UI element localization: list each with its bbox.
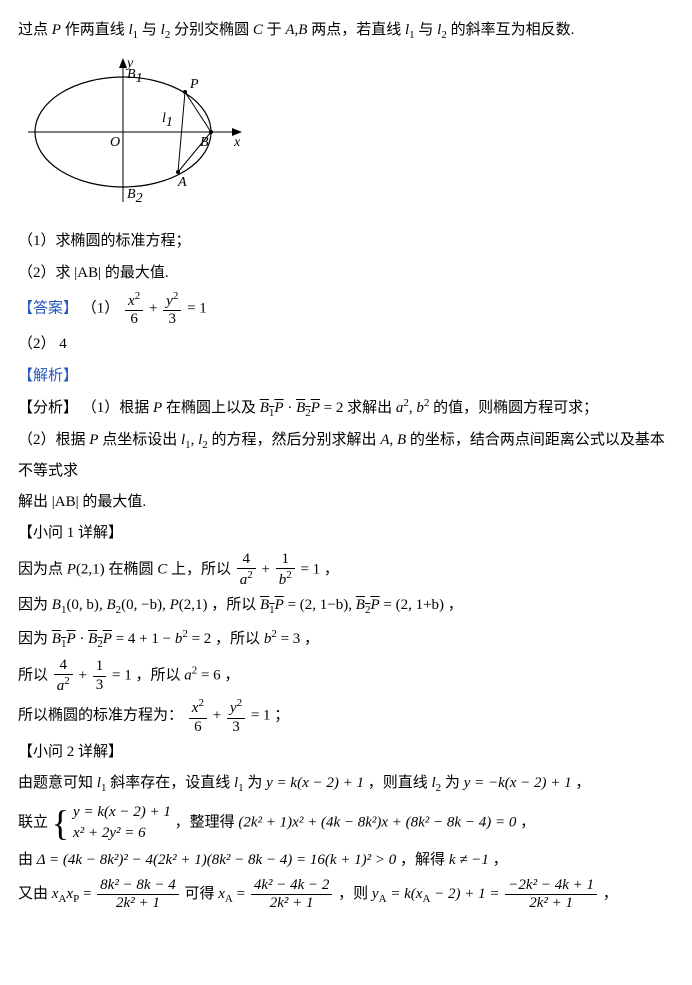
svg-text:A: A <box>177 175 187 190</box>
svg-text:P: P <box>189 77 199 92</box>
svg-text:l1: l1 <box>162 111 173 130</box>
svg-text:x: x <box>233 135 241 150</box>
t7: 的斜率互为相反数. <box>451 22 575 38</box>
t2: 与 <box>142 22 161 38</box>
answer-line-2: （2） 4 <box>18 330 674 359</box>
s1l4: 所以 4a2 + 13 = 1 ，所以 a2 = 6 ， <box>18 657 674 696</box>
sym-c: C <box>253 22 263 38</box>
t-prefix: 过点 <box>18 22 52 38</box>
t4: 于 <box>267 22 286 38</box>
s2l2: 联立 { y = k(x − 2) + 1 x² + 2y² = 6 ，整理得 … <box>18 802 674 844</box>
s1l3: 因为 B1P · B2P = 4 + 1 − b2 = 2 ，所以 b2 = 3… <box>18 624 674 655</box>
analysis-2b: 解出 |AB| 的最大值. <box>18 488 674 517</box>
ellipse-diagram: y x O B1 B2 P A B l1 <box>28 52 248 217</box>
l2: l2 <box>161 22 171 38</box>
q2: （2）求 |AB| 的最大值. <box>18 259 674 288</box>
svg-text:B: B <box>200 135 209 150</box>
s1l2: 因为 B1(0, b), B2(0, −b), P(2,1) ，所以 B1P =… <box>18 591 674 621</box>
s2l3: 由 Δ = (4k − 8k²)² − 4(2k² + 1)(8k² − 8k … <box>18 846 674 875</box>
intro-line: 过点 P 作两直线 l1 与 l2 分别交椭圆 C 于 A,B 两点，若直线 l… <box>18 16 674 46</box>
svg-text:B2: B2 <box>127 187 143 206</box>
answer-label: 【答案】 <box>18 301 78 317</box>
jiexi-label: 【解析】 <box>18 362 674 391</box>
sym-p: P <box>52 22 61 38</box>
analysis-label: 【分析】 <box>18 400 78 416</box>
l1: l1 <box>128 22 138 38</box>
sub1-header: 【小问 1 详解】 <box>18 519 674 548</box>
t1: 作两直线 <box>65 22 129 38</box>
t6: 与 <box>418 22 437 38</box>
sym-a: A <box>285 22 294 38</box>
answer-line-1: 【答案】 （1） x26 + y23 = 1 <box>18 290 674 329</box>
t5: 两点，若直线 <box>311 22 405 38</box>
analysis-1: 【分析】 （1）根据 P 在椭圆上以及 B1P · B2P = 2 求解出 a2… <box>18 393 674 424</box>
s2l4: 又由 xAxP = 8k² − 8k − 42k² + 1 可得 xA = 4k… <box>18 877 674 913</box>
q1: （1）求椭圆的标准方程； <box>18 227 674 256</box>
sym-b: B <box>298 22 307 38</box>
analysis-2a: （2）根据 P 点坐标设出 l1, l2 的方程，然后分别求解出 A, B 的坐… <box>18 426 674 486</box>
s1l1: 因为点 P(2,1) 在椭圆 C 上，所以 4a2 + 1b2 = 1 ， <box>18 551 674 590</box>
t3: 分别交椭圆 <box>174 22 253 38</box>
sub2-header: 【小问 2 详解】 <box>18 738 674 767</box>
s1l5: 所以椭圆的标准方程为： x26 + y23 = 1 ； <box>18 697 674 736</box>
svg-text:B1: B1 <box>127 67 143 86</box>
svg-text:O: O <box>110 135 120 150</box>
s2l1: 由题意可知 l1 斜率存在，设直线 l1 为 y = k(x − 2) + 1 … <box>18 769 674 799</box>
